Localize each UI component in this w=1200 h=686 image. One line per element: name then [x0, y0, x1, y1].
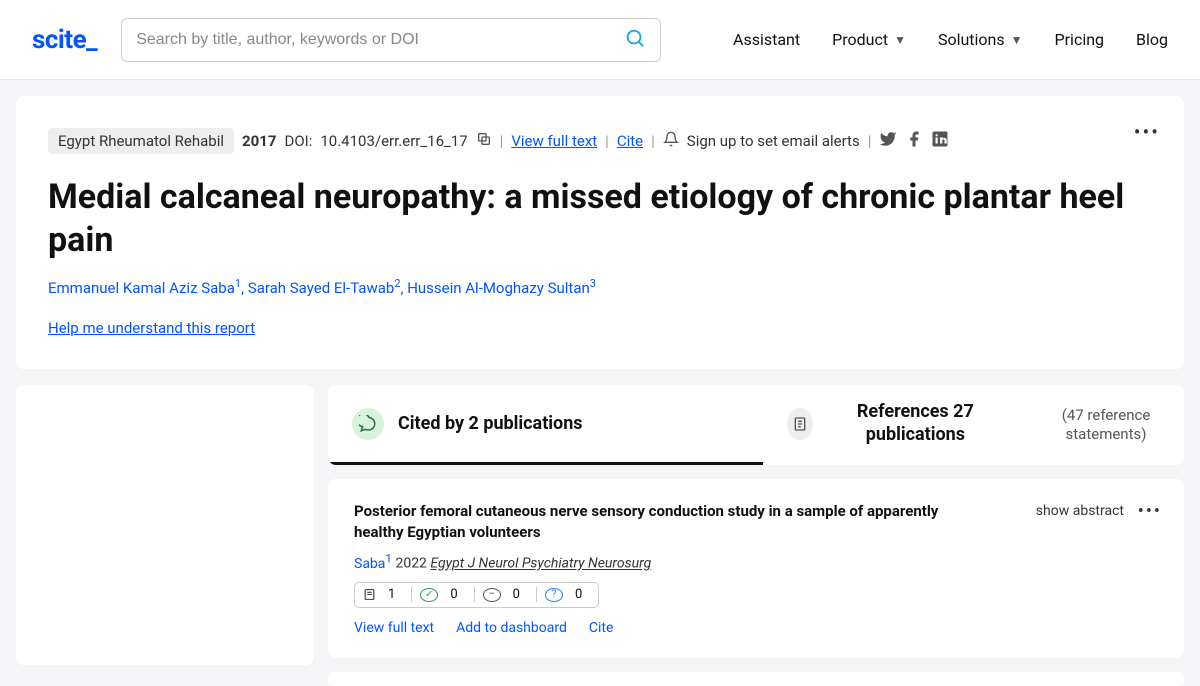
nav-product[interactable]: Product ▼ — [832, 30, 906, 49]
tally-contrasting: – 0 — [475, 587, 537, 602]
email-alerts-link[interactable]: Sign up to set email alerts — [687, 132, 860, 150]
next-item-stub — [328, 672, 1184, 686]
tally-supporting-count: 0 — [442, 587, 465, 602]
paper-meta: Egypt Rheumatol Rehabil 2017 DOI: 10.410… — [48, 128, 1152, 154]
citation-more-icon[interactable]: ••• — [1138, 501, 1162, 522]
paper-year: 2017 — [242, 132, 276, 150]
citation-year: 2022 — [395, 556, 426, 572]
nav-assistant[interactable]: Assistant — [733, 30, 800, 49]
author-name: Emmanuel Kamal Aziz Saba — [48, 279, 235, 297]
nav-pricing[interactable]: Pricing — [1055, 30, 1105, 49]
chevron-down-icon: ▼ — [1011, 33, 1023, 47]
citation-journal[interactable]: Egypt J Neurol Psychiatry Neurosurg — [430, 556, 651, 572]
bell-icon[interactable] — [663, 131, 679, 151]
nav-blog[interactable]: Blog — [1136, 30, 1168, 49]
author-aff: 3 — [590, 277, 596, 290]
nav-solutions-label: Solutions — [938, 30, 1005, 49]
search-icon[interactable] — [624, 27, 646, 53]
copy-icon[interactable] — [476, 131, 492, 151]
nav: Assistant Product ▼ Solutions ▼ Pricing Bl… — [733, 30, 1168, 49]
tally-mentions: 1 — [355, 587, 412, 602]
author-name: Sarah Sayed El-Tawab — [248, 279, 395, 297]
citation-author-name: Saba — [354, 556, 385, 572]
journal-badge[interactable]: Egypt Rheumatol Rehabil — [48, 128, 234, 154]
supporting-icon: ✓ — [420, 588, 438, 602]
facebook-icon[interactable] — [905, 130, 923, 152]
tally-badge: 1 ✓ 0 – 0 ? 0 — [354, 582, 599, 608]
citation-author[interactable]: Saba1 — [354, 556, 392, 572]
separator: | — [500, 132, 504, 150]
lower-section: Cited by 2 publications References 27 pu… — [16, 385, 1184, 686]
citation-meta: Saba1 2022 Egypt J Neurol Psychiatry Neu… — [354, 551, 1158, 572]
view-full-text-link[interactable]: View full text — [511, 132, 597, 150]
main-column: Cited by 2 publications References 27 pu… — [328, 385, 1184, 686]
citation-full-text-link[interactable]: View full text — [354, 620, 434, 636]
citation-author-aff: 1 — [385, 551, 392, 565]
nav-product-label: Product — [832, 30, 888, 49]
doi-value: 10.4103/err.err_16_17 — [320, 132, 467, 150]
tab-references-label: References 27 publications — [827, 401, 1004, 446]
tab-cited-by[interactable]: Cited by 2 publications — [328, 385, 763, 465]
separator: | — [651, 132, 655, 150]
citation-dashboard-link[interactable]: Add to dashboard — [456, 620, 567, 636]
tabs-card: Cited by 2 publications References 27 pu… — [328, 385, 1184, 465]
citation-item: show abstract ••• Posterior femoral cuta… — [328, 479, 1184, 658]
more-menu-icon[interactable]: ••• — [1134, 120, 1160, 144]
author-aff: 2 — [394, 277, 400, 290]
author-link[interactable]: Hussein Al-Moghazy Sultan3 — [407, 279, 596, 297]
tab-references[interactable]: References 27 publications — [763, 385, 1028, 465]
mentioning-icon: ? — [545, 588, 563, 602]
show-abstract-link[interactable]: show abstract — [1036, 503, 1124, 519]
paper-card: ••• Egypt Rheumatol Rehabil 2017 DOI: 10… — [16, 96, 1184, 369]
author-aff: 1 — [235, 277, 241, 290]
cite-link[interactable]: Cite — [617, 132, 643, 150]
references-icon — [787, 408, 813, 440]
twitter-icon[interactable] — [879, 130, 897, 152]
authors: Emmanuel Kamal Aziz Saba1, Sarah Sayed E… — [48, 277, 1152, 297]
search-input[interactable] — [136, 31, 624, 49]
nav-solutions[interactable]: Solutions ▼ — [938, 30, 1023, 49]
cited-by-icon — [352, 408, 384, 440]
citation-cite-link[interactable]: Cite — [589, 620, 614, 636]
linkedin-icon[interactable] — [931, 130, 949, 152]
tally-supporting: ✓ 0 — [412, 587, 474, 602]
tally-mentions-count: 1 — [380, 587, 403, 602]
tally-contrasting-count: 0 — [505, 587, 528, 602]
sidebar-card — [16, 385, 314, 665]
nav-assistant-label: Assistant — [733, 30, 800, 49]
nav-blog-label: Blog — [1136, 30, 1168, 49]
search-box[interactable] — [121, 18, 661, 62]
doi-label: DOI: — [284, 132, 312, 150]
nav-pricing-label: Pricing — [1055, 30, 1105, 49]
chevron-down-icon: ▼ — [894, 33, 906, 47]
tab-cited-by-label: Cited by 2 publications — [398, 413, 583, 434]
separator: | — [605, 132, 609, 150]
citation-actions: View full text Add to dashboard Cite — [354, 620, 1158, 636]
header: scite_ Assistant Product ▼ Solutions ▼ Pri… — [0, 0, 1200, 80]
reference-statements: (47 reference statements) — [1028, 385, 1184, 465]
author-link[interactable]: Sarah Sayed El-Tawab2 — [248, 279, 401, 297]
author-link[interactable]: Emmanuel Kamal Aziz Saba1 — [48, 279, 241, 297]
help-understand-link[interactable]: Help me understand this report — [48, 319, 255, 337]
tally-mentioning: ? 0 — [537, 587, 598, 602]
author-name: Hussein Al-Moghazy Sultan — [407, 279, 590, 297]
tally-mentioning-count: 0 — [567, 587, 590, 602]
citation-title[interactable]: Posterior femoral cutaneous nerve sensor… — [354, 501, 974, 543]
contrasting-icon: – — [483, 588, 501, 602]
paper-title: Medial calcaneal neuropathy: a missed et… — [48, 176, 1152, 261]
logo[interactable]: scite_ — [32, 25, 97, 55]
separator: | — [868, 132, 872, 150]
